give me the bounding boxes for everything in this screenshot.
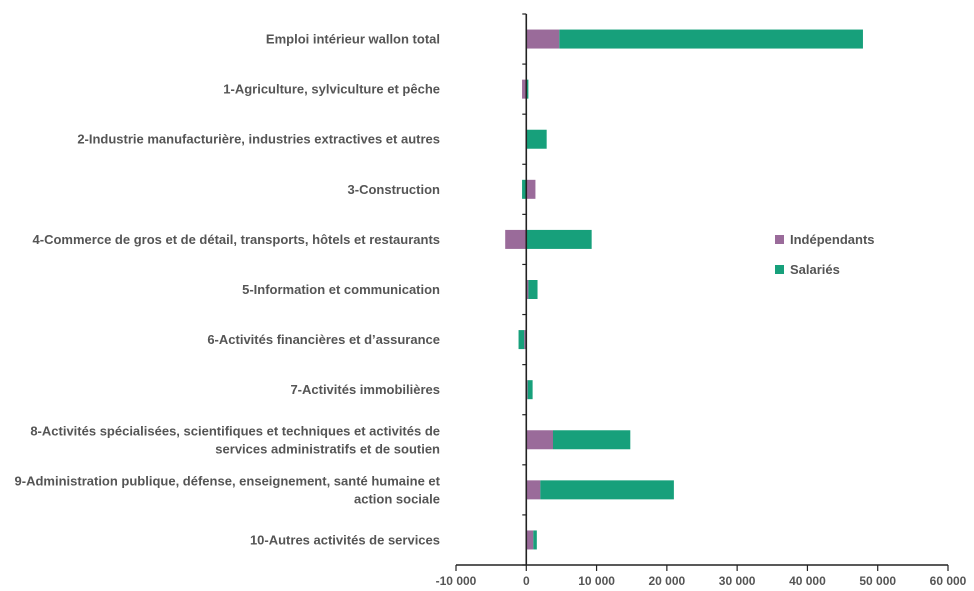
bar-salaries-8 [552,430,631,450]
category-label: 7-Activités immobilières [290,382,440,397]
category-label: 5-Information et communication [242,282,440,297]
axes-layer [455,13,949,571]
category-label: Emploi intérieur wallon total [266,32,440,47]
bar-salaries-5 [528,280,538,299]
x-tick-labels: -10 000 0 10 000 20 000 30 000 40 000 50 000 60… [436,574,967,588]
bar-salaries-9 [540,480,674,500]
category-label: 6-Activités financières et d’assurance [207,332,440,347]
category-label: 4-Commerce de gros et de détail, transpo… [33,232,440,247]
bar-independants-10 [526,530,534,550]
category-labels: Emploi intérieur wallon total 1-Agricultu… [15,32,441,548]
x-tick-label: 30 000 [719,574,756,588]
bar-independants-0 [526,29,560,49]
bar-salaries-0 [559,29,863,49]
x-tick-label: 0 [523,574,530,588]
bar-salaries-7 [527,380,533,400]
bar-independants-1 [522,79,527,99]
x-tick-label: 20 000 [649,574,686,588]
legend-label: Salariés [790,262,840,277]
category-label: 10-Autres activités de services [250,532,440,547]
category-label: services administratifs et de soutien [215,441,440,456]
category-label: 3-Construction [348,182,441,197]
category-label: 2-Industrie manufacturière, industries e… [77,132,440,147]
category-label: 9-Administration publique, défense, ense… [15,473,441,488]
legend: Indépendants Salariés [775,232,875,277]
bar-independants-4 [505,229,527,249]
bar-independants-8 [526,430,553,450]
bar-salaries-4 [526,229,592,249]
bar-salaries-3 [522,179,527,199]
bar-independants-6 [524,330,527,350]
bar-independants-9 [526,480,541,500]
bar-independants-5 [526,280,529,299]
legend-swatch-independants [775,235,784,244]
bar-salaries-6 [518,330,525,350]
bar-independants-3 [526,179,536,199]
bar-salaries-10 [533,530,537,550]
category-label: action sociale [354,491,440,506]
bar-salaries-2 [526,129,547,149]
legend-label: Indépendants [790,232,875,247]
x-tick-label: 50 000 [859,574,896,588]
legend-swatch-salaries [775,265,784,274]
category-label: 1-Agriculture, sylviculture et pêche [223,82,440,97]
category-label: 8-Activités spécialisées, scientifiques … [30,423,440,438]
x-tick-label: 10 000 [578,574,615,588]
bars-layer [505,29,863,550]
x-tick-label: -10 000 [436,574,477,588]
x-tick-label: 40 000 [789,574,826,588]
x-tick-label: 60 000 [930,574,967,588]
bar-salaries-1 [526,79,529,99]
